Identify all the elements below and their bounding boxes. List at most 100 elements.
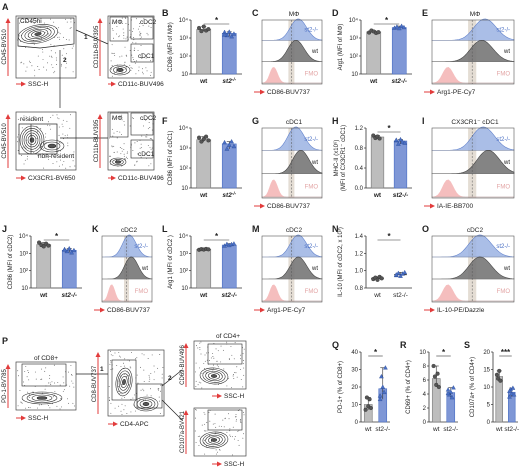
gate-cd8 xyxy=(111,359,137,401)
event-dot xyxy=(150,373,152,375)
data-point-st2 xyxy=(379,373,384,379)
event-dot xyxy=(136,374,138,376)
event-dot xyxy=(43,66,45,68)
y-axis-label-2: (MFI of CX3CR1⁻ cDC1) xyxy=(341,125,347,191)
event-dot xyxy=(141,353,143,355)
event-dot xyxy=(142,73,144,75)
density-contour xyxy=(21,25,55,43)
event-dot xyxy=(208,434,210,436)
data-point-wt xyxy=(197,25,202,31)
event-dot xyxy=(69,127,71,129)
event-dot xyxy=(16,136,18,138)
data-point-st2 xyxy=(393,272,399,277)
event-dot xyxy=(40,31,42,33)
event-dot xyxy=(150,388,151,390)
event-dot xyxy=(58,118,60,120)
event-dot xyxy=(63,389,65,391)
data-point-wt xyxy=(377,136,382,141)
event-dot xyxy=(59,384,61,386)
y-axis-label: PD-1+ (% of CD8+) xyxy=(338,361,344,413)
event-dot xyxy=(54,382,56,384)
x-tick-label: wt xyxy=(432,426,440,433)
panel-letter: D xyxy=(332,8,339,18)
data-point-st2 xyxy=(224,241,230,246)
histogram-frame xyxy=(261,19,323,85)
density-contour xyxy=(117,370,131,394)
panel-letter: F xyxy=(162,116,168,126)
data-point-st2 xyxy=(381,389,387,394)
event-dot xyxy=(201,373,203,374)
gate-cd45hi xyxy=(17,17,75,49)
event-dot xyxy=(204,453,206,455)
event-dot xyxy=(42,58,44,60)
event-dot xyxy=(48,382,49,384)
event-dot xyxy=(49,382,51,384)
legend-fmo: FMO xyxy=(497,71,511,77)
y-tick-label: 10 xyxy=(419,350,426,356)
event-dot xyxy=(34,371,36,373)
y-tick-label: 1.4 xyxy=(355,234,364,240)
bar-wt xyxy=(196,139,212,189)
event-dot xyxy=(240,358,242,360)
event-dot xyxy=(147,34,149,36)
event-dot xyxy=(71,47,73,49)
legend-wt: wt xyxy=(311,160,318,166)
event-dot xyxy=(65,67,67,69)
event-dot xyxy=(148,374,150,376)
event-dot xyxy=(115,33,117,35)
x-axis-label: CX3CR1-BV650 xyxy=(28,175,76,182)
panel-letter: I xyxy=(422,116,425,126)
gate-label: cDC2 xyxy=(140,115,157,122)
event-dot xyxy=(119,56,121,58)
event-dot xyxy=(111,117,113,119)
event-dot xyxy=(141,56,142,58)
event-dot xyxy=(44,388,46,390)
event-dot xyxy=(137,28,139,30)
y-tick-label: 10 xyxy=(483,385,490,391)
event-dot xyxy=(72,160,74,162)
y-tick-label: 10³ xyxy=(179,36,188,42)
event-dot xyxy=(33,43,35,45)
y-axis-label: MHC-II (x10⁶) xyxy=(333,140,340,177)
y-tick-label: 1.0 xyxy=(355,269,364,275)
event-dot xyxy=(158,396,160,398)
gate-label: cDC1 xyxy=(138,53,155,60)
significance-mark: * xyxy=(374,348,378,357)
legend-fmo: FMO xyxy=(497,289,511,295)
event-dot xyxy=(23,21,25,23)
data-point-wt xyxy=(37,240,42,245)
event-dot xyxy=(65,18,67,20)
event-dot xyxy=(108,397,110,399)
event-dot xyxy=(242,437,244,439)
data-point-wt xyxy=(434,382,439,387)
event-dot xyxy=(214,423,216,425)
data-point-wt xyxy=(379,276,384,281)
bar-wt xyxy=(36,244,52,289)
event-dot xyxy=(237,410,239,412)
density-contour xyxy=(122,378,126,386)
event-dot xyxy=(136,60,138,62)
legend-fmo: FMO xyxy=(135,289,149,295)
event-dot xyxy=(69,385,71,387)
panel-S: S 0 5 10 15 20 CD107a+ (% of CD4+) wt st2-/- *** xyxy=(464,340,519,433)
event-dot xyxy=(54,70,56,72)
event-dot xyxy=(160,384,162,386)
event-dot xyxy=(240,421,241,423)
event-dot xyxy=(132,56,134,58)
data-point-st2 xyxy=(448,389,454,394)
x-axis-arrow-head xyxy=(260,203,265,209)
event-dot xyxy=(70,21,72,23)
event-dot xyxy=(111,146,113,148)
event-dot xyxy=(52,114,54,116)
event-dot xyxy=(150,60,152,62)
y-axis-label: Arg1 (MFI of cDC2 ) xyxy=(168,235,174,289)
bar-st2 xyxy=(221,143,237,189)
plot-title: of CD4+ xyxy=(216,333,240,340)
event-dot xyxy=(223,368,225,370)
density-contour xyxy=(202,433,226,447)
event-dot xyxy=(29,407,31,409)
data-point-wt xyxy=(436,384,441,390)
event-dot xyxy=(232,454,233,456)
event-dot xyxy=(57,381,59,383)
event-dot xyxy=(139,147,141,149)
